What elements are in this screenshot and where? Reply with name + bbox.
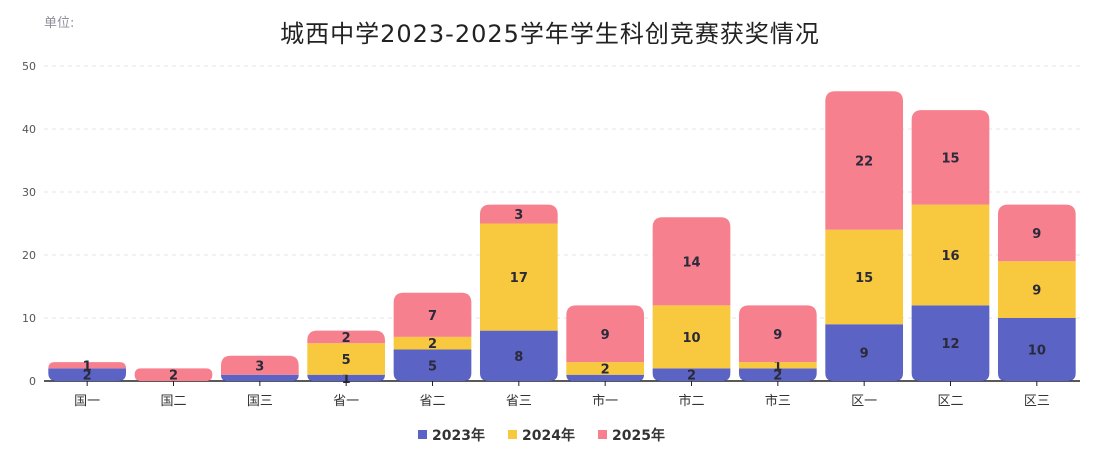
bar-segment	[479, 330, 558, 381]
bar-segment	[48, 362, 127, 369]
bar-segment	[997, 204, 1076, 262]
legend-label[interactable]: 2024年	[522, 427, 575, 444]
y-tick-label: 10	[22, 312, 36, 325]
bar-segment	[393, 349, 472, 381]
x-tick-label: 市一	[592, 393, 618, 409]
y-tick-label: 40	[22, 123, 36, 136]
x-tick-label: 国二	[160, 394, 186, 409]
data-label: 8	[514, 350, 523, 365]
bar-segment	[479, 223, 558, 331]
data-label: 3	[255, 359, 264, 374]
x-tick-label: 省二	[419, 394, 445, 409]
bar-segment	[997, 318, 1076, 381]
x-tick-label: 市二	[678, 393, 704, 409]
data-label: 14	[682, 255, 700, 270]
data-label: 12	[941, 337, 959, 352]
bar-segment	[307, 374, 386, 381]
unit-label: 单位:	[44, 16, 75, 31]
bar-segment	[393, 336, 472, 350]
data-label: 5	[342, 353, 351, 368]
bar-segment	[911, 110, 990, 205]
data-label: 9	[1032, 227, 1041, 242]
data-label: 2	[773, 369, 782, 384]
y-tick-label: 30	[22, 186, 36, 199]
x-tick-label: 省一	[333, 394, 359, 409]
x-tick-label: 省三	[506, 394, 532, 409]
x-tick-label: 区二	[937, 394, 963, 409]
bar-segment	[997, 261, 1076, 318]
data-label: 17	[510, 271, 528, 286]
bar-segment	[566, 374, 645, 381]
data-label: 2	[83, 369, 92, 384]
data-label: 9	[860, 347, 869, 362]
legend-swatch[interactable]	[508, 430, 517, 439]
data-label: 9	[601, 328, 610, 343]
x-tick-label: 区一	[851, 394, 877, 409]
x-tick-label: 市三	[765, 393, 791, 409]
bar-segment	[134, 368, 213, 381]
bar-segment	[652, 217, 731, 306]
bar-segment	[825, 324, 904, 381]
legend-swatch[interactable]	[598, 430, 607, 439]
bar-segment	[220, 374, 299, 381]
bar-segment	[307, 330, 386, 344]
x-tick-label: 区三	[1024, 394, 1050, 409]
bar-segment	[652, 305, 731, 369]
data-label: 2	[428, 337, 437, 352]
bar-segment	[738, 305, 817, 363]
bar-segment	[825, 229, 904, 325]
y-tick-label: 50	[22, 60, 36, 73]
y-tick-label: 0	[29, 375, 36, 388]
bar-segment	[911, 305, 990, 381]
x-tick-label: 国三	[247, 394, 273, 409]
data-label: 5	[428, 359, 437, 374]
bar-segment	[566, 362, 645, 375]
bar-segment	[652, 368, 731, 381]
chart-title: 城西中学2023-2025学年学生科创竞赛获奖情况	[280, 20, 820, 48]
data-label: 1	[773, 359, 782, 374]
data-label: 22	[855, 155, 873, 170]
bar-segment	[911, 204, 990, 306]
legend-label[interactable]: 2025年	[612, 427, 665, 444]
bar-segment	[566, 305, 645, 363]
bar-segment	[738, 368, 817, 381]
data-label: 7	[428, 309, 437, 324]
legend-swatch[interactable]	[418, 430, 427, 439]
data-label: 10	[682, 331, 700, 346]
bar-segment	[393, 292, 472, 337]
data-label: 16	[941, 249, 959, 264]
data-label: 1	[342, 372, 351, 387]
data-label: 2	[169, 369, 178, 384]
bar-segment	[479, 204, 558, 224]
bar-segment	[307, 343, 386, 375]
bar-segment	[48, 368, 127, 381]
data-label: 2	[342, 331, 351, 346]
data-label: 15	[855, 271, 873, 286]
data-label: 15	[941, 151, 959, 166]
bar-segment	[738, 362, 817, 369]
legend-label[interactable]: 2023年	[432, 427, 485, 444]
data-label: 9	[1032, 284, 1041, 299]
bar-segment	[825, 91, 904, 230]
data-label: 10	[1028, 344, 1046, 359]
x-tick-label: 国一	[74, 394, 100, 409]
bar-segment	[220, 355, 299, 375]
data-label: 3	[514, 208, 523, 223]
y-tick-label: 20	[22, 249, 36, 262]
data-label: 1	[83, 359, 92, 374]
data-label: 2	[687, 369, 696, 384]
data-label: 9	[773, 328, 782, 343]
data-label: 2	[601, 362, 610, 377]
